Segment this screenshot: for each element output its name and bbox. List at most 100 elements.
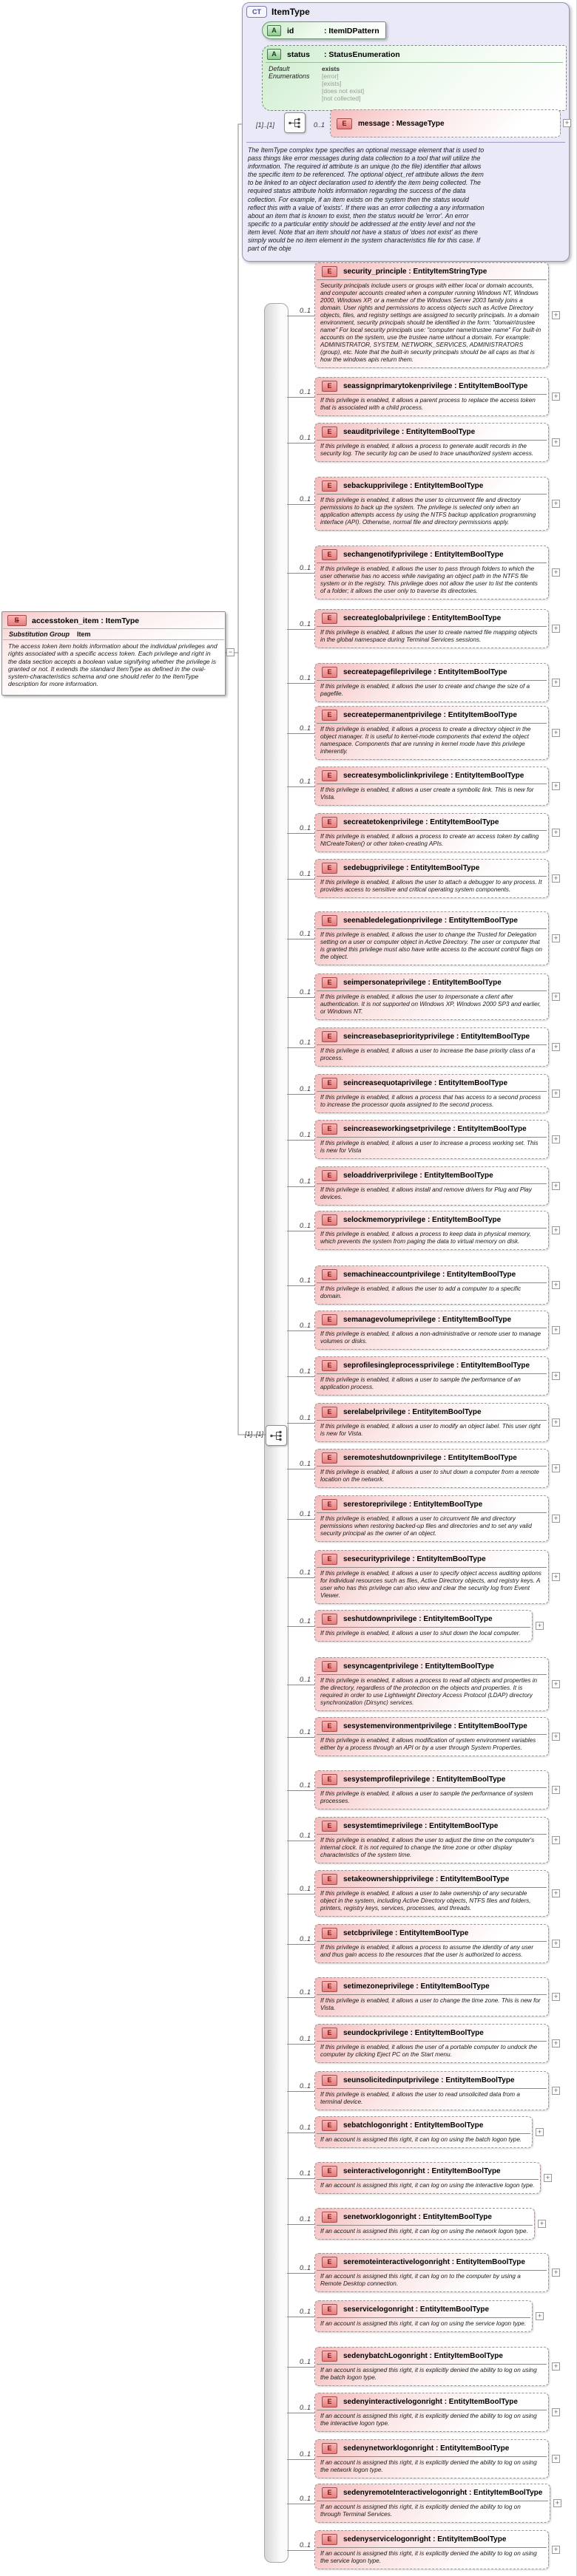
expand-icon[interactable]: +	[552, 1993, 560, 2001]
expand-icon[interactable]: +	[563, 119, 571, 127]
expand-icon[interactable]: +	[544, 2174, 552, 2182]
expand-icon[interactable]: +	[552, 2087, 560, 2095]
expand-icon[interactable]: +	[552, 874, 560, 883]
expand-icon[interactable]: +	[552, 1135, 560, 1143]
expand-icon[interactable]: +	[552, 625, 560, 633]
element-icon: E	[322, 710, 337, 721]
expand-icon[interactable]: +	[552, 1326, 560, 1334]
expand-icon[interactable]: +	[552, 2408, 560, 2416]
attribute-status[interactable]: A status : StatusEnumeration Default Enu…	[262, 45, 567, 111]
expand-icon[interactable]: +	[552, 2039, 560, 2047]
expand-icon[interactable]: +	[552, 782, 560, 790]
expand-icon[interactable]: +	[552, 934, 560, 942]
expand-icon[interactable]: +	[552, 2546, 560, 2554]
element-title: sesystemprofileprivilege : EntityItemBoo…	[343, 1775, 506, 1784]
expand-icon[interactable]: +	[536, 2128, 544, 2136]
accesstoken-item-box[interactable]: E+ accesstoken_item : ItemType Substitut…	[1, 611, 226, 696]
expand-icon[interactable]: +	[552, 2269, 560, 2277]
expand-icon[interactable]: +	[552, 1182, 560, 1190]
expand-icon[interactable]: +	[552, 2455, 560, 2463]
expand-icon[interactable]: +	[552, 1515, 560, 1523]
expand-icon[interactable]: +	[552, 1680, 560, 1688]
expand-icon[interactable]: +	[552, 993, 560, 1001]
expand-icon[interactable]: +	[538, 2220, 546, 2228]
expand-icon[interactable]: +	[552, 500, 560, 508]
expand-icon[interactable]: +	[536, 1622, 544, 1630]
expand-icon[interactable]: +	[552, 392, 560, 401]
expand-icon[interactable]: +	[552, 1281, 560, 1289]
attribute-id[interactable]: A id : ItemIDPattern	[262, 21, 386, 39]
expand-icon[interactable]: +	[552, 1940, 560, 1948]
expand-icon[interactable]: +	[552, 438, 560, 446]
extension-sequence-icon[interactable]	[266, 1425, 287, 1446]
expand-icon[interactable]: +	[553, 2499, 561, 2507]
sequence-icon[interactable]	[284, 112, 306, 133]
expand-icon[interactable]: +	[552, 729, 560, 737]
expand-icon[interactable]: +	[552, 1043, 560, 1051]
expand-icon[interactable]: +	[536, 2312, 544, 2320]
expand-icon[interactable]: +	[552, 679, 560, 687]
expand-icon[interactable]: +	[552, 311, 560, 319]
expand-icon[interactable]: +	[552, 829, 560, 837]
expand-icon[interactable]: +	[552, 1889, 560, 1897]
expand-icon[interactable]: +	[552, 1090, 560, 1098]
collapse-icon[interactable]: −	[226, 648, 234, 656]
element-message[interactable]: E message : MessageType	[330, 109, 561, 137]
expand-icon[interactable]: +	[552, 1464, 560, 1472]
expand-icon[interactable]: +	[552, 1733, 560, 1741]
expand-icon[interactable]: +	[552, 2362, 560, 2371]
expand-icon[interactable]: +	[552, 1226, 560, 1234]
expand-icon[interactable]: +	[552, 1573, 560, 1581]
expand-icon[interactable]: +	[552, 568, 560, 577]
expand-icon[interactable]: +	[552, 1372, 560, 1380]
expand-icon[interactable]: +	[552, 1836, 560, 1844]
expand-icon[interactable]: +	[552, 1418, 560, 1427]
expand-icon[interactable]: +	[552, 1786, 560, 1794]
